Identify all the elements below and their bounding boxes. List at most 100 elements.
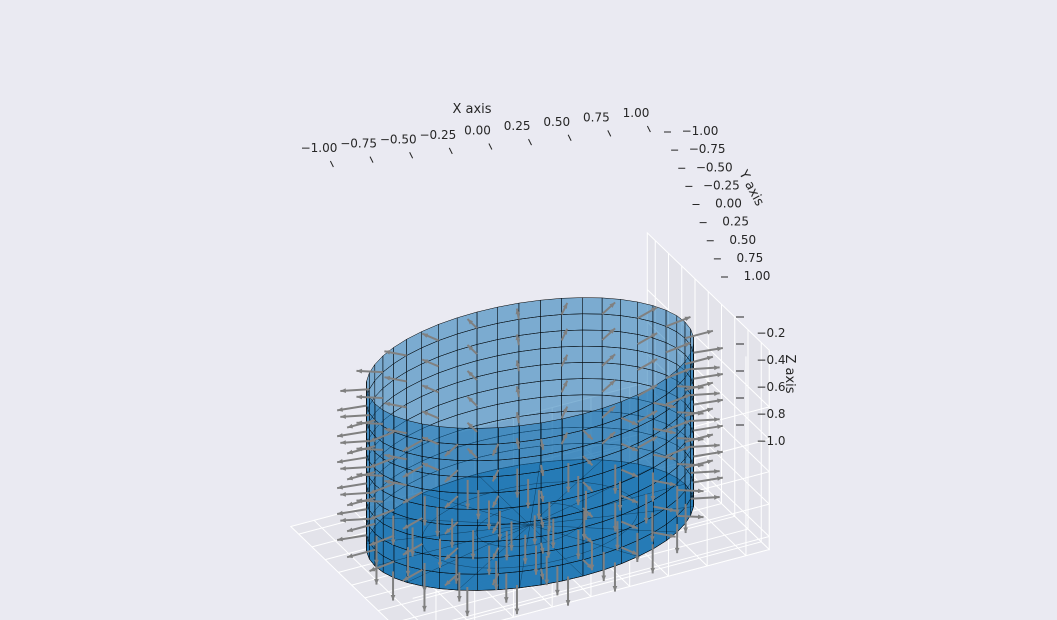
normal-arrow [422,582,427,612]
normal-arrow [582,507,594,518]
x-tick-mark [409,152,414,159]
surface-facet [498,555,520,574]
normal-arrow [582,429,594,441]
x-tick-mark [567,134,572,141]
normal-arrow [470,530,476,560]
x-tick-mark [369,156,374,163]
arrow-head [492,527,498,534]
x-tick-label: −1.00 [301,141,338,155]
arrow-head [631,446,638,451]
arrow-head [402,576,409,581]
arrow-head [546,552,551,558]
normal-arrow [653,401,676,409]
normal-arrow [515,386,521,398]
arrow-head [444,476,451,482]
normal-arrow [650,472,656,502]
arrow-head [467,344,474,351]
normal-arrow [684,355,714,366]
surface-facet [498,522,520,542]
x-tick-label: −0.75 [340,137,377,151]
normal-arrow [515,468,520,498]
surface-facet [457,557,478,575]
normal-arrow [491,547,500,560]
arrow-head [714,365,720,371]
normal-arrow [620,416,639,426]
arrow-head [467,370,474,377]
arrow-head [669,533,676,538]
arrow-head [340,414,346,419]
arrow-head [347,527,353,533]
normal-arrow [690,365,720,371]
arrow-head [486,524,492,530]
arrow-head [707,355,713,361]
arrow-head [410,551,415,557]
normal-arrow [486,545,492,575]
arrow-head [514,608,520,615]
surface-facet [601,346,621,365]
arrow-head [422,463,429,468]
surface-facet [422,537,440,557]
arrow-head [504,597,509,603]
arrow-head [515,360,521,367]
arrow-head [384,375,391,381]
normal-arrow [457,572,462,602]
normal-arrow [637,435,658,449]
normal-arrow [340,440,370,445]
arrow-head [669,403,676,409]
normal-arrow [560,432,569,445]
y-tick-label: 0.75 [737,251,764,265]
surface-facet [518,332,541,352]
normal-arrow [369,431,395,443]
normal-arrow [544,555,550,586]
x-tick-label: 0.75 [583,110,610,124]
arrow-head [437,562,443,568]
arrow-head [422,519,428,526]
arrow-head [562,406,568,413]
surface-facet [601,362,621,381]
surface-facet [406,420,423,441]
normal-arrow [674,524,680,554]
arrow-head [609,406,616,412]
surface-facet [519,568,542,589]
arrow-head [467,319,474,325]
normal-arrow [620,494,639,504]
surface-facet [519,536,542,556]
normal-arrow [340,491,370,497]
normal-arrow [560,380,569,393]
surface-facet [519,422,542,443]
normal-arrow [620,546,639,556]
arrow-head [539,521,545,528]
normal-arrow [466,344,478,355]
arrow-head [522,558,528,564]
surface-facet [457,541,478,559]
normal-arrow [340,517,370,523]
arrow-head [631,498,638,503]
arrow-head [422,333,429,338]
arrow-head [581,534,587,540]
arrow-head [347,475,353,481]
normal-arrow [637,306,658,320]
normal-arrow [566,463,571,493]
normal-arrow [674,486,680,516]
normal-arrow [466,318,478,329]
arrow-head [717,424,723,429]
arrow-head [669,507,676,513]
normal-arrow [497,510,503,540]
normal-arrow [565,576,571,606]
arrow-head [697,514,704,520]
normal-arrow [589,541,595,571]
surface-facet [519,503,542,524]
x-tick-label: −0.25 [419,128,456,142]
normal-arrow [539,568,545,580]
arrow-head [586,459,593,466]
surface-facet [439,507,459,526]
arrow-head [369,489,376,494]
arrow-head [340,388,346,393]
arrow-head [337,459,343,464]
normal-arrow [369,456,395,469]
arrow-head [651,307,658,312]
arrow-head [651,333,658,338]
surface-facet [540,379,562,398]
arrow-head [539,444,545,450]
normal-arrow [539,542,545,554]
